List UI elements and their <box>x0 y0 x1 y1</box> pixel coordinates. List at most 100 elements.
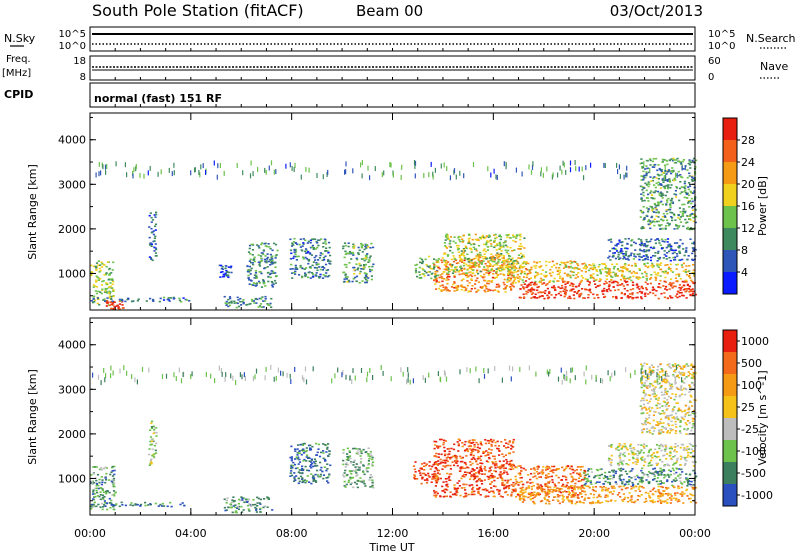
data-cell <box>451 272 455 274</box>
data-cell <box>455 456 458 458</box>
data-cell <box>249 269 252 272</box>
data-cell <box>449 468 452 470</box>
data-cell <box>430 268 433 270</box>
data-cell <box>113 465 116 468</box>
data-cell <box>684 290 687 293</box>
data-cell <box>514 488 517 490</box>
data-cell <box>257 261 260 263</box>
data-cell <box>99 498 102 501</box>
data-cell <box>552 172 554 178</box>
data-cell <box>530 491 533 494</box>
data-cell <box>641 272 644 275</box>
data-cell <box>468 472 471 474</box>
data-cell <box>157 171 159 177</box>
data-cell <box>348 451 351 453</box>
data-cell <box>343 280 346 283</box>
data-cell <box>688 194 691 197</box>
data-cell <box>352 247 356 249</box>
data-cell <box>366 253 369 255</box>
data-cell <box>513 259 516 262</box>
data-cell <box>115 161 117 167</box>
data-cell <box>90 506 93 508</box>
data-cell <box>584 278 587 280</box>
data-cell <box>640 292 643 294</box>
data-cell <box>438 281 441 283</box>
data-cell <box>481 255 484 258</box>
data-cell <box>525 290 528 293</box>
data-cell <box>432 171 434 177</box>
data-cell <box>647 210 650 213</box>
data-cell <box>550 275 553 277</box>
data-cell <box>549 268 552 271</box>
data-cell <box>691 200 694 203</box>
data-cell <box>149 165 151 171</box>
data-cell <box>608 250 612 252</box>
data-cell <box>467 258 470 260</box>
data-cell <box>557 172 559 178</box>
data-cell <box>660 247 663 250</box>
data-cell <box>598 269 602 271</box>
data-cell <box>524 491 527 493</box>
data-cell <box>655 215 658 217</box>
data-cell <box>561 498 564 500</box>
data-cell <box>599 486 602 488</box>
data-cell <box>649 278 652 280</box>
data-cell <box>621 499 624 501</box>
data-cell <box>225 274 228 276</box>
data-cell <box>257 166 259 172</box>
data-cell <box>564 486 568 488</box>
data-cell <box>483 253 486 255</box>
data-cell <box>664 185 667 187</box>
data-cell <box>475 248 478 250</box>
data-cell <box>635 272 639 274</box>
data-cell <box>456 460 459 463</box>
data-cell <box>471 493 474 496</box>
data-cell <box>679 287 683 289</box>
data-cell <box>500 253 503 255</box>
data-cell <box>487 451 490 454</box>
data-cell <box>319 254 322 257</box>
data-cell <box>554 489 557 491</box>
data-cell <box>601 290 604 293</box>
data-cell <box>670 172 673 175</box>
data-cell <box>356 258 359 261</box>
data-cell <box>517 270 520 272</box>
data-cell <box>642 187 645 189</box>
data-cell <box>655 157 658 160</box>
data-cell <box>108 304 112 307</box>
data-cell <box>328 450 331 453</box>
data-cell <box>575 501 578 503</box>
data-cell <box>551 491 554 493</box>
data-cell <box>647 293 650 295</box>
data-cell <box>670 245 673 248</box>
data-cell <box>252 171 254 177</box>
data-cell <box>416 275 419 278</box>
data-cell <box>673 228 676 230</box>
data-cell <box>605 289 608 291</box>
data-cell <box>360 452 363 455</box>
data-cell <box>342 449 345 451</box>
data-cell <box>520 480 523 483</box>
data-cell <box>304 239 307 242</box>
data-cell <box>262 506 265 509</box>
data-cell <box>581 478 584 481</box>
data-cell <box>466 268 469 270</box>
data-cell <box>493 479 496 482</box>
data-cell <box>643 243 647 246</box>
data-cell <box>418 274 421 276</box>
data-cell <box>657 181 660 184</box>
data-cell <box>576 486 579 488</box>
data-cell <box>524 263 528 265</box>
data-cell <box>560 487 563 490</box>
data-cell <box>441 485 444 488</box>
data-cell <box>470 251 473 253</box>
data-cell <box>679 161 682 163</box>
data-cell <box>313 256 316 259</box>
data-cell <box>305 249 308 251</box>
data-cell <box>315 481 318 483</box>
data-cell <box>316 173 318 178</box>
data-cell <box>250 160 252 166</box>
data-cell <box>669 259 672 262</box>
data-cell <box>441 468 444 470</box>
data-cell <box>507 270 511 272</box>
